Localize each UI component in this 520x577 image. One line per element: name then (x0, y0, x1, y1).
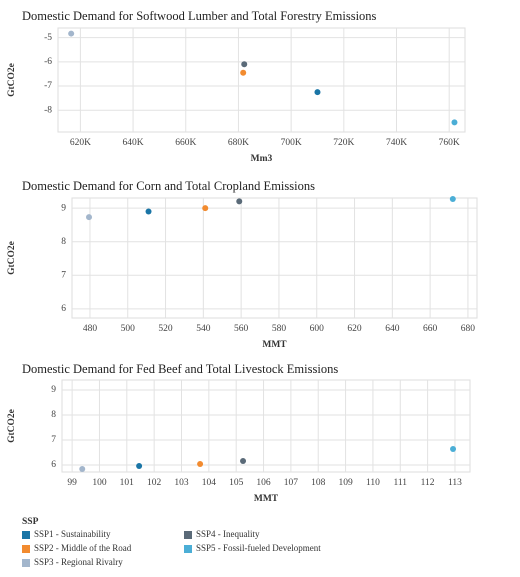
x-tick-label: 104 (202, 478, 217, 488)
x-tick-label: 109 (338, 478, 353, 488)
x-tick-label: 480 (83, 324, 98, 334)
point (451, 119, 458, 126)
legend-swatch (184, 531, 192, 539)
point (314, 89, 321, 96)
legend-swatch (22, 545, 30, 553)
point (202, 205, 209, 212)
x-tick-label: 100 (92, 478, 107, 488)
legend-label: SSP1 - Sustainability (34, 529, 111, 539)
x-tick-label: 580 (272, 324, 287, 334)
x-tick-label: 560 (234, 324, 249, 334)
legend-label: SSP5 - Fossil-fueled Development (196, 543, 321, 553)
x-tick-label: 101 (120, 478, 135, 488)
chart-title: Domestic Demand for Fed Beef and Total L… (22, 362, 338, 376)
x-axis-title: MMT (254, 494, 279, 504)
x-axis-title: MMT (262, 340, 287, 350)
x-tick-label: 720K (333, 138, 354, 148)
y-tick-label: 8 (61, 237, 66, 247)
point (68, 30, 75, 37)
x-tick-label: 113 (448, 478, 462, 488)
point (240, 69, 247, 76)
x-tick-label: 107 (284, 478, 299, 488)
x-tick-label: 620K (70, 138, 91, 148)
y-axis-title: GtCO2e (7, 63, 17, 97)
x-tick-label: 700K (281, 138, 302, 148)
x-tick-label: 740K (386, 138, 407, 148)
x-tick-label: 106 (256, 478, 271, 488)
x-tick-label: 102 (147, 478, 162, 488)
legend-label: SSP3 - Regional Rivalry (34, 557, 123, 567)
x-tick-label: 111 (393, 478, 407, 488)
plot-area (61, 379, 471, 473)
point (145, 208, 152, 215)
x-tick-label: 500 (121, 324, 136, 334)
legend-label: SSP4 - Inequality (196, 529, 260, 539)
y-tick-label: -5 (44, 33, 52, 43)
x-tick-label: 112 (421, 478, 435, 488)
x-tick-label: 760K (439, 138, 460, 148)
x-tick-label: 110 (366, 478, 380, 488)
x-tick-label: 640 (385, 324, 400, 334)
x-tick-label: 660K (175, 138, 196, 148)
legend-swatch (184, 545, 192, 553)
y-tick-label: -8 (44, 105, 52, 115)
x-tick-label: 620 (347, 324, 362, 334)
legend-swatch (22, 531, 30, 539)
y-tick-label: 6 (61, 304, 66, 314)
legend-label: SSP2 - Middle of the Road (34, 543, 132, 553)
point (450, 446, 457, 452)
y-axis-title: GtCO2e (7, 241, 17, 275)
legend-title: SSP (22, 517, 39, 527)
x-tick-label: 105 (229, 478, 244, 488)
plot-area (57, 27, 466, 133)
y-tick-label: 9 (51, 385, 56, 395)
point (79, 466, 86, 472)
point (197, 461, 204, 467)
plot-area (71, 197, 478, 319)
point (86, 214, 93, 221)
x-tick-label: 640K (123, 138, 144, 148)
x-tick-label: 600 (310, 324, 325, 334)
x-tick-label: 680K (228, 138, 249, 148)
x-tick-label: 103 (174, 478, 189, 488)
point (241, 61, 248, 68)
y-tick-label: 7 (61, 270, 66, 280)
chart-title: Domestic Demand for Corn and Total Cropl… (22, 179, 315, 193)
y-tick-label: 6 (51, 460, 56, 470)
x-tick-label: 108 (311, 478, 326, 488)
y-axis-title: GtCO2e (7, 409, 17, 443)
chart-title: Domestic Demand for Softwood Lumber and … (22, 9, 377, 23)
y-tick-label: 8 (51, 410, 56, 420)
point (449, 196, 456, 203)
x-tick-label: 99 (67, 478, 77, 488)
x-tick-label: 680 (461, 324, 476, 334)
x-axis-title: Mm3 (251, 154, 273, 164)
y-tick-label: -7 (44, 81, 52, 91)
x-tick-label: 660 (423, 324, 438, 334)
point (136, 463, 143, 469)
x-tick-label: 520 (158, 324, 173, 334)
legend-swatch (22, 559, 30, 567)
y-tick-label: 9 (61, 203, 66, 213)
point (240, 458, 247, 464)
x-tick-label: 540 (196, 324, 211, 334)
y-tick-label: -6 (44, 57, 52, 67)
point (236, 198, 243, 205)
y-tick-label: 7 (51, 435, 56, 445)
